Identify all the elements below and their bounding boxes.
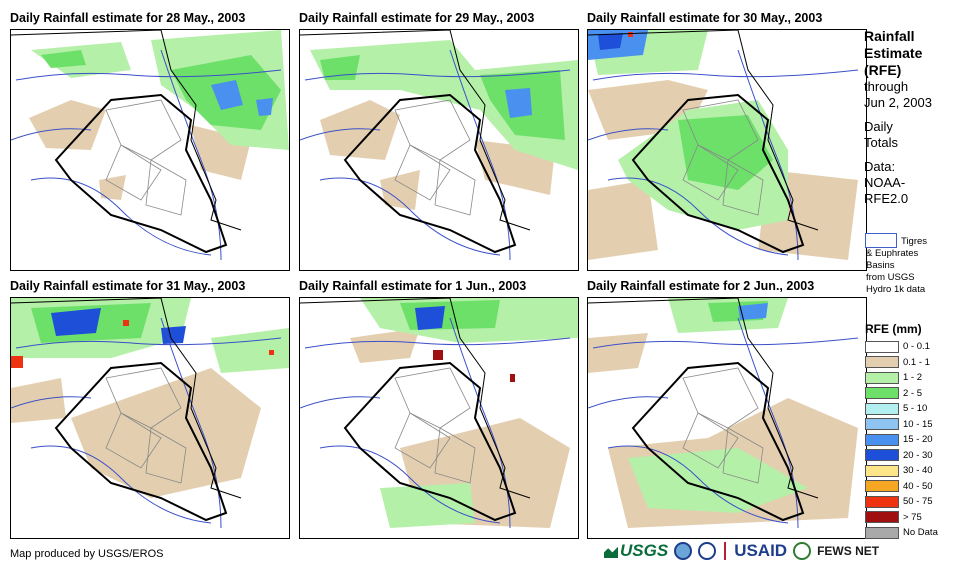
- legend-label: 20 - 30: [903, 449, 933, 461]
- legend-label: 5 - 10: [903, 403, 928, 415]
- legend-swatch: [865, 464, 899, 477]
- usaid-logo: USAID: [734, 541, 788, 560]
- legend-item: 2 - 5: [865, 386, 938, 402]
- rainfall-map-1: [10, 29, 290, 271]
- legend-swatch: [865, 480, 899, 493]
- basin-line-3: Basins: [866, 260, 895, 271]
- basin-line-4: from USGS: [866, 272, 915, 283]
- rfe-legend: 0 - 0.1 0.1 - 1 1 - 2 2 - 5 5 - 10 10 - 15 15 …: [865, 339, 938, 541]
- basin-line-5: Hydro 1k data: [866, 284, 926, 295]
- legend-swatch: [865, 340, 899, 353]
- legend-label: 10 - 15: [903, 418, 933, 430]
- legend-label: 50 - 75: [903, 496, 933, 508]
- footer-credit: Map produced by USGS/EROS: [10, 548, 164, 560]
- basin-note: Tigres & Euphrates Basins from USGS Hydr…: [866, 236, 966, 296]
- legend-item: 0.1 - 1: [865, 355, 938, 371]
- usaid-divider: [724, 542, 727, 560]
- legend-item: 15 - 20: [865, 432, 938, 448]
- title-line-8: Data:: [864, 159, 896, 174]
- panel-title-1: Daily Rainfall estimate for 28 May., 200…: [10, 11, 246, 25]
- legend-item: 0 - 0.1: [865, 339, 938, 355]
- legend-swatch: [865, 387, 899, 400]
- basin-swatch: [865, 233, 897, 248]
- legend-label: 0.1 - 1: [903, 356, 930, 368]
- legend-item: 5 - 10: [865, 401, 938, 417]
- legend-swatch: [865, 449, 899, 462]
- legend-label: 2 - 5: [903, 387, 923, 399]
- legend-label: 40 - 50: [903, 480, 933, 492]
- legend-label: 1 - 2: [903, 372, 923, 384]
- map-graphic-1: [11, 30, 289, 261]
- legend-swatch: [865, 356, 899, 369]
- legend-item: 30 - 40: [865, 463, 938, 479]
- rainfall-map-2: [299, 29, 579, 271]
- doi-seal-icon: [698, 542, 717, 560]
- rainfall-map-5: [299, 297, 579, 539]
- usgs-logo-text: USGS: [620, 541, 669, 560]
- title-line-10: RFE2.0: [864, 191, 909, 206]
- panel-title-4: Daily Rainfall estimate for 31 May., 200…: [10, 279, 246, 293]
- noaa-seal-icon: [674, 542, 693, 560]
- legend-item: 20 - 30: [865, 448, 938, 464]
- usgs-wave-icon: [604, 546, 618, 558]
- rainfall-map-4: [10, 297, 290, 539]
- legend-label: 0 - 0.1: [903, 341, 930, 353]
- map-graphic-6: [588, 298, 859, 529]
- map-graphic-5: [300, 298, 578, 529]
- panel-title-3: Daily Rainfall estimate for 30 May., 200…: [587, 11, 823, 25]
- title-line-4: through: [864, 79, 909, 94]
- title-line-3: (RFE): [864, 62, 902, 78]
- basin-line-2: & Euphrates: [866, 248, 919, 259]
- legend-label: 30 - 40: [903, 465, 933, 477]
- legend-item: 1 - 2: [865, 370, 938, 386]
- title-line-7: Totals: [864, 135, 898, 150]
- legend-swatch: [865, 418, 899, 431]
- title-line-1: Rainfall: [864, 28, 915, 44]
- legend-swatch: [865, 371, 899, 384]
- map-graphic-3: [588, 30, 859, 261]
- map-graphic-4: [11, 298, 289, 529]
- panel-title-2: Daily Rainfall estimate for 29 May., 200…: [299, 11, 535, 25]
- legend-swatch: [865, 433, 899, 446]
- rainfall-map-6: [587, 297, 867, 539]
- panel-title-5: Daily Rainfall estimate for 1 Jun., 2003: [299, 279, 527, 293]
- logo-strip: USGS USAID FEWS NET: [604, 541, 879, 561]
- rainfall-map-3: [587, 29, 867, 271]
- usgs-logo: USGS: [604, 541, 668, 561]
- basin-line-1: Tigres: [901, 236, 928, 247]
- legend-item: 40 - 50: [865, 479, 938, 495]
- legend-item: 10 - 15: [865, 417, 938, 433]
- legend-title: RFE (mm): [865, 322, 922, 336]
- legend-swatch: [865, 526, 899, 539]
- title-date: Jun 2, 2003: [864, 95, 932, 110]
- map-title-block: Rainfall Estimate (RFE) through Jun 2, 2…: [864, 28, 964, 207]
- title-line-6: Daily: [864, 119, 893, 134]
- title-line-2: Estimate: [864, 45, 923, 61]
- legend-swatch: [865, 402, 899, 415]
- legend-label: 15 - 20: [903, 434, 933, 446]
- title-line-9: NOAA-: [864, 175, 906, 190]
- map-graphic-2: [300, 30, 578, 261]
- legend-label: No Data: [903, 527, 938, 539]
- legend-swatch: [865, 495, 899, 508]
- legend-swatch: [865, 511, 899, 524]
- fews-globe-icon: [793, 542, 812, 560]
- fews-net-logo: FEWS NET: [817, 544, 880, 558]
- legend-item: No Data: [865, 525, 938, 541]
- legend-item: 50 - 75: [865, 494, 938, 510]
- legend-item: > 75: [865, 510, 938, 526]
- legend-label: > 75: [903, 511, 922, 523]
- panel-title-6: Daily Rainfall estimate for 2 Jun., 2003: [587, 279, 815, 293]
